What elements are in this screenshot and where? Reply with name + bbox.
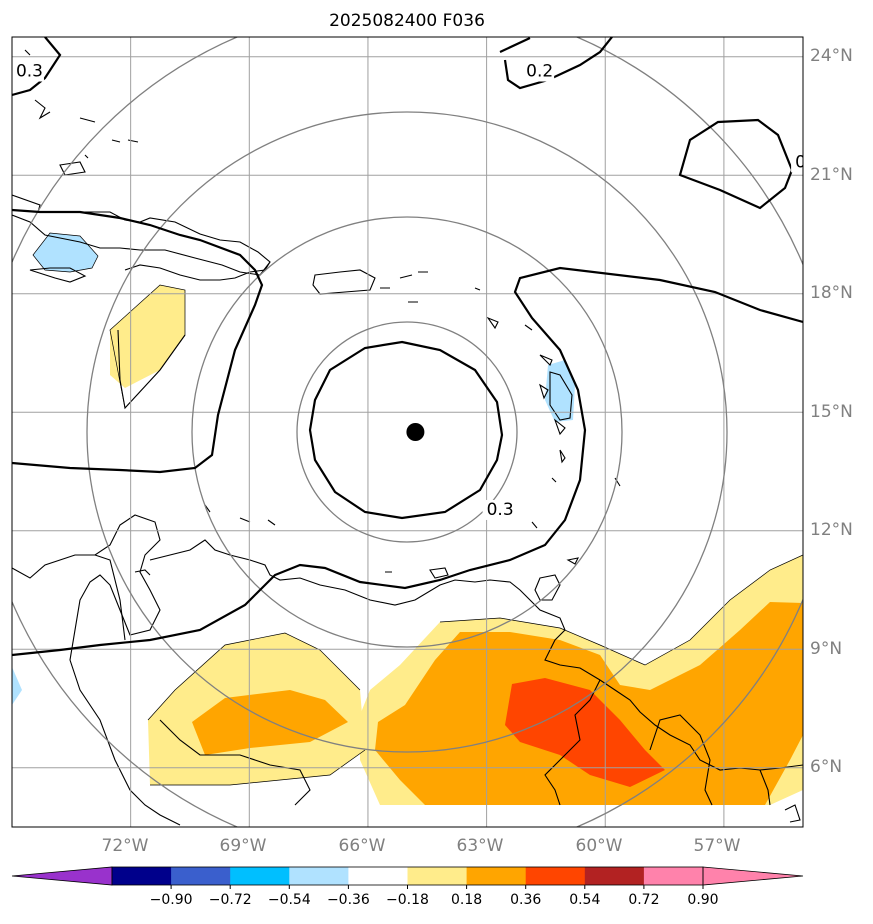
colorbar-tick-1: −0.72	[209, 892, 252, 908]
lon-label-57w: 57°W	[694, 836, 741, 856]
storm-center-marker	[406, 423, 425, 441]
contour-east	[12, 266, 803, 657]
colorbar-swatch-3	[289, 867, 349, 885]
coast-puerto-rico	[312, 269, 376, 295]
coast-isla-margarita	[204, 504, 449, 579]
fill-blue-edge	[12, 667, 22, 705]
lat-label-15: 15°N	[810, 402, 853, 422]
colorbar: −0.90 −0.72 −0.54 −0.36 −0.18 0.18 0.36 0.54 0.7…	[11, 866, 804, 908]
colorbar-extend-high	[702, 866, 804, 886]
contour-ne-loop	[678, 118, 794, 210]
colorbar-tick-9: 0.90	[687, 892, 718, 908]
shaded-fill-negative	[12, 233, 575, 705]
colorbar-tick-4: −0.18	[386, 892, 429, 908]
shaded-fill-positive	[110, 285, 803, 805]
contour-label-2: 0.3	[795, 152, 822, 172]
coast-aruba	[134, 569, 151, 576]
lat-label-9: 9°N	[810, 639, 842, 659]
coast-trinidad	[534, 574, 561, 601]
colorbar-swatches	[11, 866, 804, 886]
contour-label-bg-3	[482, 499, 515, 520]
coast-haiti-south	[117, 329, 186, 410]
colorbar-tick-2: −0.54	[268, 892, 311, 908]
colorbar-tick-0: −0.90	[150, 892, 193, 908]
colorbar-tick-7: 0.54	[569, 892, 600, 908]
colorbar-tick-3: −0.36	[327, 892, 370, 908]
contour-label-0: 0.3	[16, 62, 43, 82]
coast-guyana-border	[544, 679, 771, 806]
colorbar-swatch-4	[348, 867, 408, 885]
colorbar-tick-6: 0.36	[510, 892, 541, 908]
coast-colombia-border	[94, 554, 311, 806]
coastlines	[12, 49, 803, 826]
thick-contours	[12, 37, 803, 657]
colorbar-tick-8: 0.72	[628, 892, 659, 908]
fill-blue-lesser-antilles	[545, 360, 575, 422]
colorbar-swatch-5	[407, 867, 468, 885]
thin-contours	[32, 232, 803, 786]
colorbar-extend-low	[11, 866, 113, 886]
lon-label-63w: 63°W	[457, 836, 504, 856]
contour-label-3: 0.3	[487, 500, 514, 520]
colorbar-swatch-6	[466, 867, 527, 885]
coast-lesser-antilles	[486, 316, 621, 529]
lat-label-18: 18°N	[810, 283, 853, 303]
coast-hispaniola	[124, 261, 271, 281]
coast-islands-nw	[24, 49, 139, 176]
fill-red-orange	[505, 678, 665, 787]
colorbar-swatch-2	[230, 867, 290, 885]
coast-venezuela	[149, 539, 803, 771]
lat-label-21: 21°N	[810, 165, 853, 185]
lat-label-24: 24°N	[810, 46, 853, 66]
colorbar-swatch-8	[584, 867, 645, 885]
map-title: 2025082400 F036	[329, 11, 485, 31]
range-rings	[12, 37, 803, 827]
contour-label-bg-0	[12, 61, 44, 82]
longitude-labels: 72°W 69°W 66°W 63°W 60°W 57°W	[102, 836, 741, 856]
contour-label-bg-1	[522, 61, 555, 82]
map-frame	[11, 36, 804, 828]
contour-west	[12, 208, 264, 474]
colorbar-swatch-1	[171, 867, 231, 885]
contour-inner-ring	[308, 340, 504, 520]
gridlines	[12, 37, 803, 827]
coast-tobago	[566, 557, 579, 565]
lon-label-66w: 66°W	[339, 836, 386, 856]
fill-yellow-hispaniola	[110, 285, 185, 388]
lat-label-12: 12°N	[810, 520, 853, 540]
colorbar-tick-labels: −0.90 −0.72 −0.54 −0.36 −0.18 0.18 0.36 0.54 0.7…	[150, 885, 719, 908]
lon-label-69w: 69°W	[220, 836, 267, 856]
contour-labels: 0.3 0.2 0.3 0.3	[12, 61, 822, 520]
contour-nw	[12, 37, 62, 97]
map-area: 0.3 0.2 0.3 0.3	[12, 37, 822, 827]
lon-label-60w: 60°W	[576, 836, 623, 856]
coast-se-islands	[784, 804, 801, 823]
colorbar-swatch-0	[112, 867, 172, 885]
coast-virgin-islands	[380, 271, 481, 303]
coast-jamaica	[29, 267, 87, 283]
lat-label-6: 6°N	[810, 757, 842, 777]
lon-label-72w: 72°W	[102, 836, 149, 856]
colorbar-swatch-7	[525, 867, 586, 885]
colorbar-swatch-9	[643, 867, 704, 885]
latitude-labels: 24°N 21°N 18°N 15°N 12°N 9°N 6°N	[810, 46, 853, 777]
colorbar-tick-5: 0.18	[451, 892, 482, 908]
contour-label-1: 0.2	[526, 62, 553, 82]
contour-label-bg-2	[791, 152, 803, 173]
fill-orange-west	[192, 690, 348, 755]
